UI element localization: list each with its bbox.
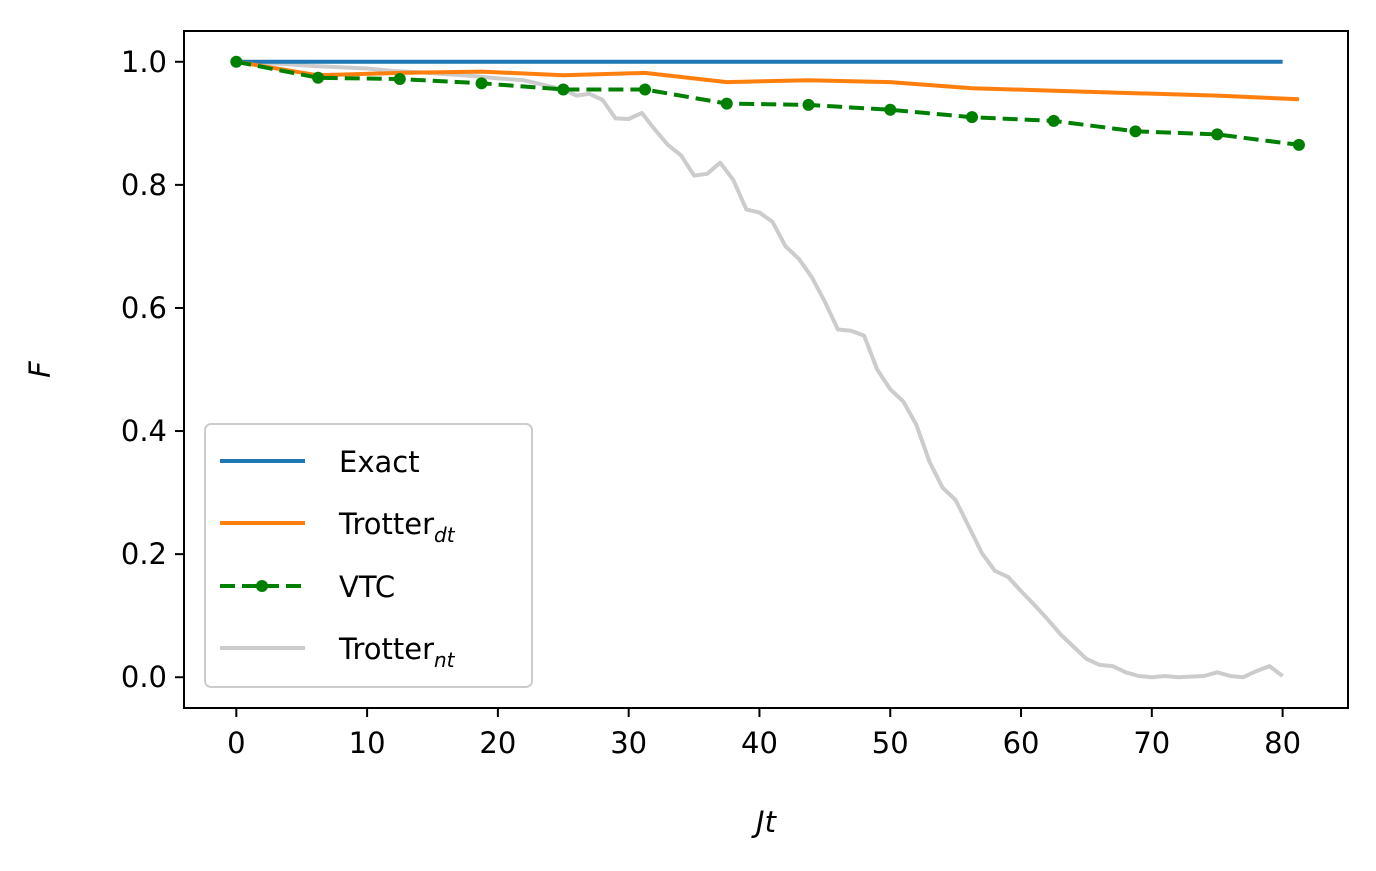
series-point-vtc <box>1047 114 1060 127</box>
x-tick-label: 10 <box>349 726 386 760</box>
x-tick-label: 20 <box>479 726 516 760</box>
series-line-trotter-dt <box>235 59 1300 102</box>
series-point-vtc <box>965 111 978 124</box>
y-tick-label: 0.2 <box>121 537 167 571</box>
series-point-vtc <box>802 98 815 111</box>
series-point-vtc <box>312 71 325 84</box>
x-tick-label: 0 <box>227 726 245 760</box>
series-point-vtc <box>1129 125 1142 138</box>
y-tick-label: 0.6 <box>121 291 167 325</box>
legend-label-exact: Exact <box>339 445 420 479</box>
x-tick-label: 50 <box>872 726 909 760</box>
x-tick-label: 70 <box>1133 726 1170 760</box>
x-tick-label: 80 <box>1264 726 1301 760</box>
x-axis-label: Jt <box>751 805 778 839</box>
series-point-vtc <box>884 103 897 116</box>
y-tick-label: 0.4 <box>121 414 167 448</box>
series-line-vtc <box>235 59 1300 147</box>
legend-box <box>204 423 533 688</box>
legend-marker-vtc <box>256 580 268 592</box>
series-point-vtc <box>393 73 406 86</box>
x-tick-label: 60 <box>1003 726 1040 760</box>
y-tick-label: 0.0 <box>121 660 167 694</box>
y-tick-label: 0.8 <box>121 168 167 202</box>
series-line-trotter-nt <box>236 59 1284 680</box>
x-tick-label: 30 <box>610 726 647 760</box>
series-point-vtc <box>1211 128 1224 141</box>
legend-label-trotter-nt: Trotternt <box>338 632 456 672</box>
plot-frame <box>183 30 1349 709</box>
series-point-vtc <box>639 83 652 96</box>
legend-label-trotter-dt: Trotterdt <box>338 507 456 547</box>
x-tick-label: 40 <box>741 726 778 760</box>
y-tick-label: 1.0 <box>121 45 167 79</box>
y-axis-label: F <box>23 360 57 378</box>
legend-label-vtc: VTC <box>339 570 395 604</box>
series-point-vtc <box>1292 138 1305 151</box>
series-point-vtc <box>475 77 488 90</box>
series-group <box>230 55 1305 680</box>
series-point-vtc <box>720 97 733 110</box>
legend: Exact Trotterdt VTC Trotternt <box>204 423 533 688</box>
series-point-vtc <box>557 83 570 96</box>
series-point-vtc <box>230 55 243 68</box>
